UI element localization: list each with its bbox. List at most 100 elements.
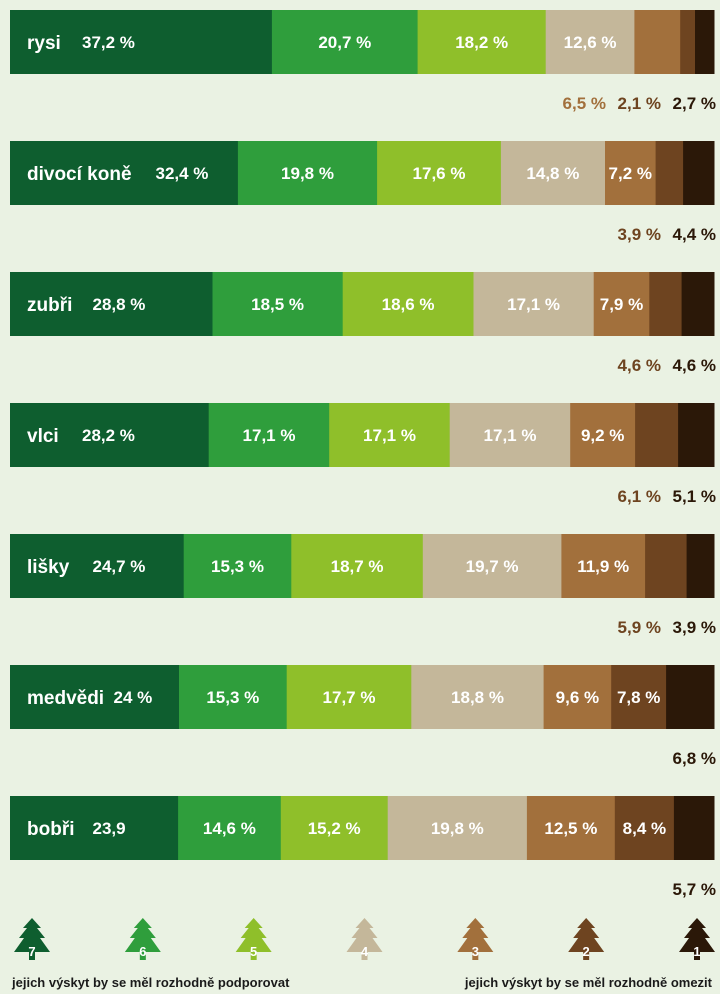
bar-segment [10, 665, 180, 729]
bar-segment [291, 534, 424, 598]
data-label: 2,7 % [673, 94, 716, 113]
data-label: 5,1 % [673, 487, 716, 506]
data-label: 11,9 % [577, 557, 629, 576]
data-label: 17,1 % [363, 426, 416, 445]
bar-segment [681, 272, 715, 336]
data-label: 4,4 % [673, 225, 716, 244]
data-label: 18,7 % [331, 557, 384, 576]
data-label: 17,1 % [507, 295, 560, 314]
bar-segment [634, 10, 681, 74]
data-label: 6,1 % [618, 487, 661, 506]
bar-segment [280, 796, 389, 860]
data-label: 15,2 % [308, 819, 361, 838]
data-label: 12,6 % [564, 33, 617, 52]
bar-segment [286, 665, 412, 729]
data-label: 2,1 % [618, 94, 661, 113]
legend-limit-text: jejich výskyt by se měl rozhodně omezit [464, 975, 712, 990]
legend-label: 6 [139, 944, 146, 959]
legend-label: 2 [583, 944, 590, 959]
data-label: 17,1 % [484, 426, 537, 445]
data-label: 12,5 % [544, 819, 597, 838]
data-label: 24,7 % [93, 557, 146, 576]
tree-icon: 2 [568, 918, 605, 960]
category-label: lišky [27, 557, 70, 578]
category-label: bobři [27, 819, 75, 840]
bar-row: vlci 28,2 % 17,1 % 17,1 % 17,1 % 9,2 % 5,1 % 6,… [10, 403, 716, 506]
bar-segment [178, 796, 282, 860]
data-label: 18,2 % [455, 33, 508, 52]
bar-segment [237, 141, 378, 205]
bar-segment [570, 403, 636, 467]
data-label: 19,8 % [431, 819, 484, 838]
bar-row: lišky 24,7 % 15,3 % 18,7 % 19,7 % 11,9 % 3,9 %… [10, 534, 716, 637]
data-label: 19,8 % [281, 164, 334, 183]
bar-segment [635, 403, 679, 467]
data-label: 6,5 % [563, 94, 606, 113]
bar-segment [212, 272, 344, 336]
legend-label: 5 [250, 944, 257, 959]
bar-segment [329, 403, 451, 467]
bar-segment [561, 534, 646, 598]
category-label: zubři [27, 295, 72, 316]
data-label: 9,2 % [581, 426, 624, 445]
bar-segment [411, 665, 545, 729]
tree-icon: 7 [14, 918, 50, 960]
bar-segment [543, 665, 612, 729]
data-label: 17,6 % [413, 164, 466, 183]
data-label: 4,6 % [618, 356, 661, 375]
bar-row: bobři 23,9 14,6 % 15,2 % 19,8 % 12,5 % 8,4 % 5,… [10, 796, 716, 899]
bar-segment [526, 796, 616, 860]
data-label: 20,7 % [318, 33, 371, 52]
bar-segment [593, 272, 650, 336]
data-label: 15,3 % [211, 557, 264, 576]
bar-segment [10, 272, 213, 336]
legend-support-text: jejich výskyt by se měl rozhodně podporo… [12, 975, 290, 990]
bar-segment [605, 141, 657, 205]
data-label: 32,4 % [156, 164, 209, 183]
bar-segment [678, 403, 715, 467]
data-label: 5,7 % [673, 880, 716, 899]
bar-segment [449, 403, 571, 467]
bar-segment [387, 796, 528, 860]
data-label: 15,3 % [206, 688, 259, 707]
bar-segment [10, 141, 239, 205]
data-label: 4,6 % [673, 356, 716, 375]
bar-segment [649, 272, 683, 336]
data-label: 23,9 [93, 819, 126, 838]
bar-segment [10, 534, 185, 598]
tree-icon: 5 [235, 918, 272, 960]
data-label: 19,7 % [466, 557, 519, 576]
legend-label: 7 [28, 944, 35, 959]
bar-segment [183, 534, 292, 598]
tree-icon: 6 [124, 918, 161, 960]
bar-segment [417, 10, 547, 74]
bar-segment [208, 403, 330, 467]
data-label: 17,7 % [323, 688, 376, 707]
bar-segment [645, 534, 688, 598]
bar-segment [666, 665, 715, 729]
data-label: 24 % [114, 688, 153, 707]
bar-row: zubři 28,8 % 18,5 % 18,6 % 17,1 % 7,9 % 4,6 % 4… [10, 272, 716, 375]
data-label: 7,9 % [600, 295, 643, 314]
data-label: 37,2 % [82, 33, 135, 52]
bar-segment [686, 534, 715, 598]
data-label: 8,4 % [623, 819, 666, 838]
bar-row: medvědi 24 % 15,3 % 17,7 % 18,8 % 9,6 % 7,8 % 6… [10, 665, 716, 768]
category-label: divocí koně [27, 164, 132, 185]
tree-icon: 4 [346, 918, 383, 960]
bar-row: rysi 37,2 % 20,7 % 18,2 % 12,6 % 2,7 % 2,1 % 6,… [10, 10, 716, 113]
bar-segment [10, 10, 273, 74]
data-label: 9,6 % [556, 688, 599, 707]
category-label: medvědi [27, 688, 104, 709]
bar-segment [500, 141, 606, 205]
data-label: 7,8 % [617, 688, 660, 707]
bar-segment [342, 272, 474, 336]
data-label: 18,6 % [382, 295, 435, 314]
bar-segment [545, 10, 635, 74]
data-label: 5,9 % [618, 618, 661, 637]
data-label: 7,2 % [609, 164, 652, 183]
data-label: 14,6 % [203, 819, 256, 838]
bar-segment [473, 272, 595, 336]
bar-segment [10, 403, 210, 467]
